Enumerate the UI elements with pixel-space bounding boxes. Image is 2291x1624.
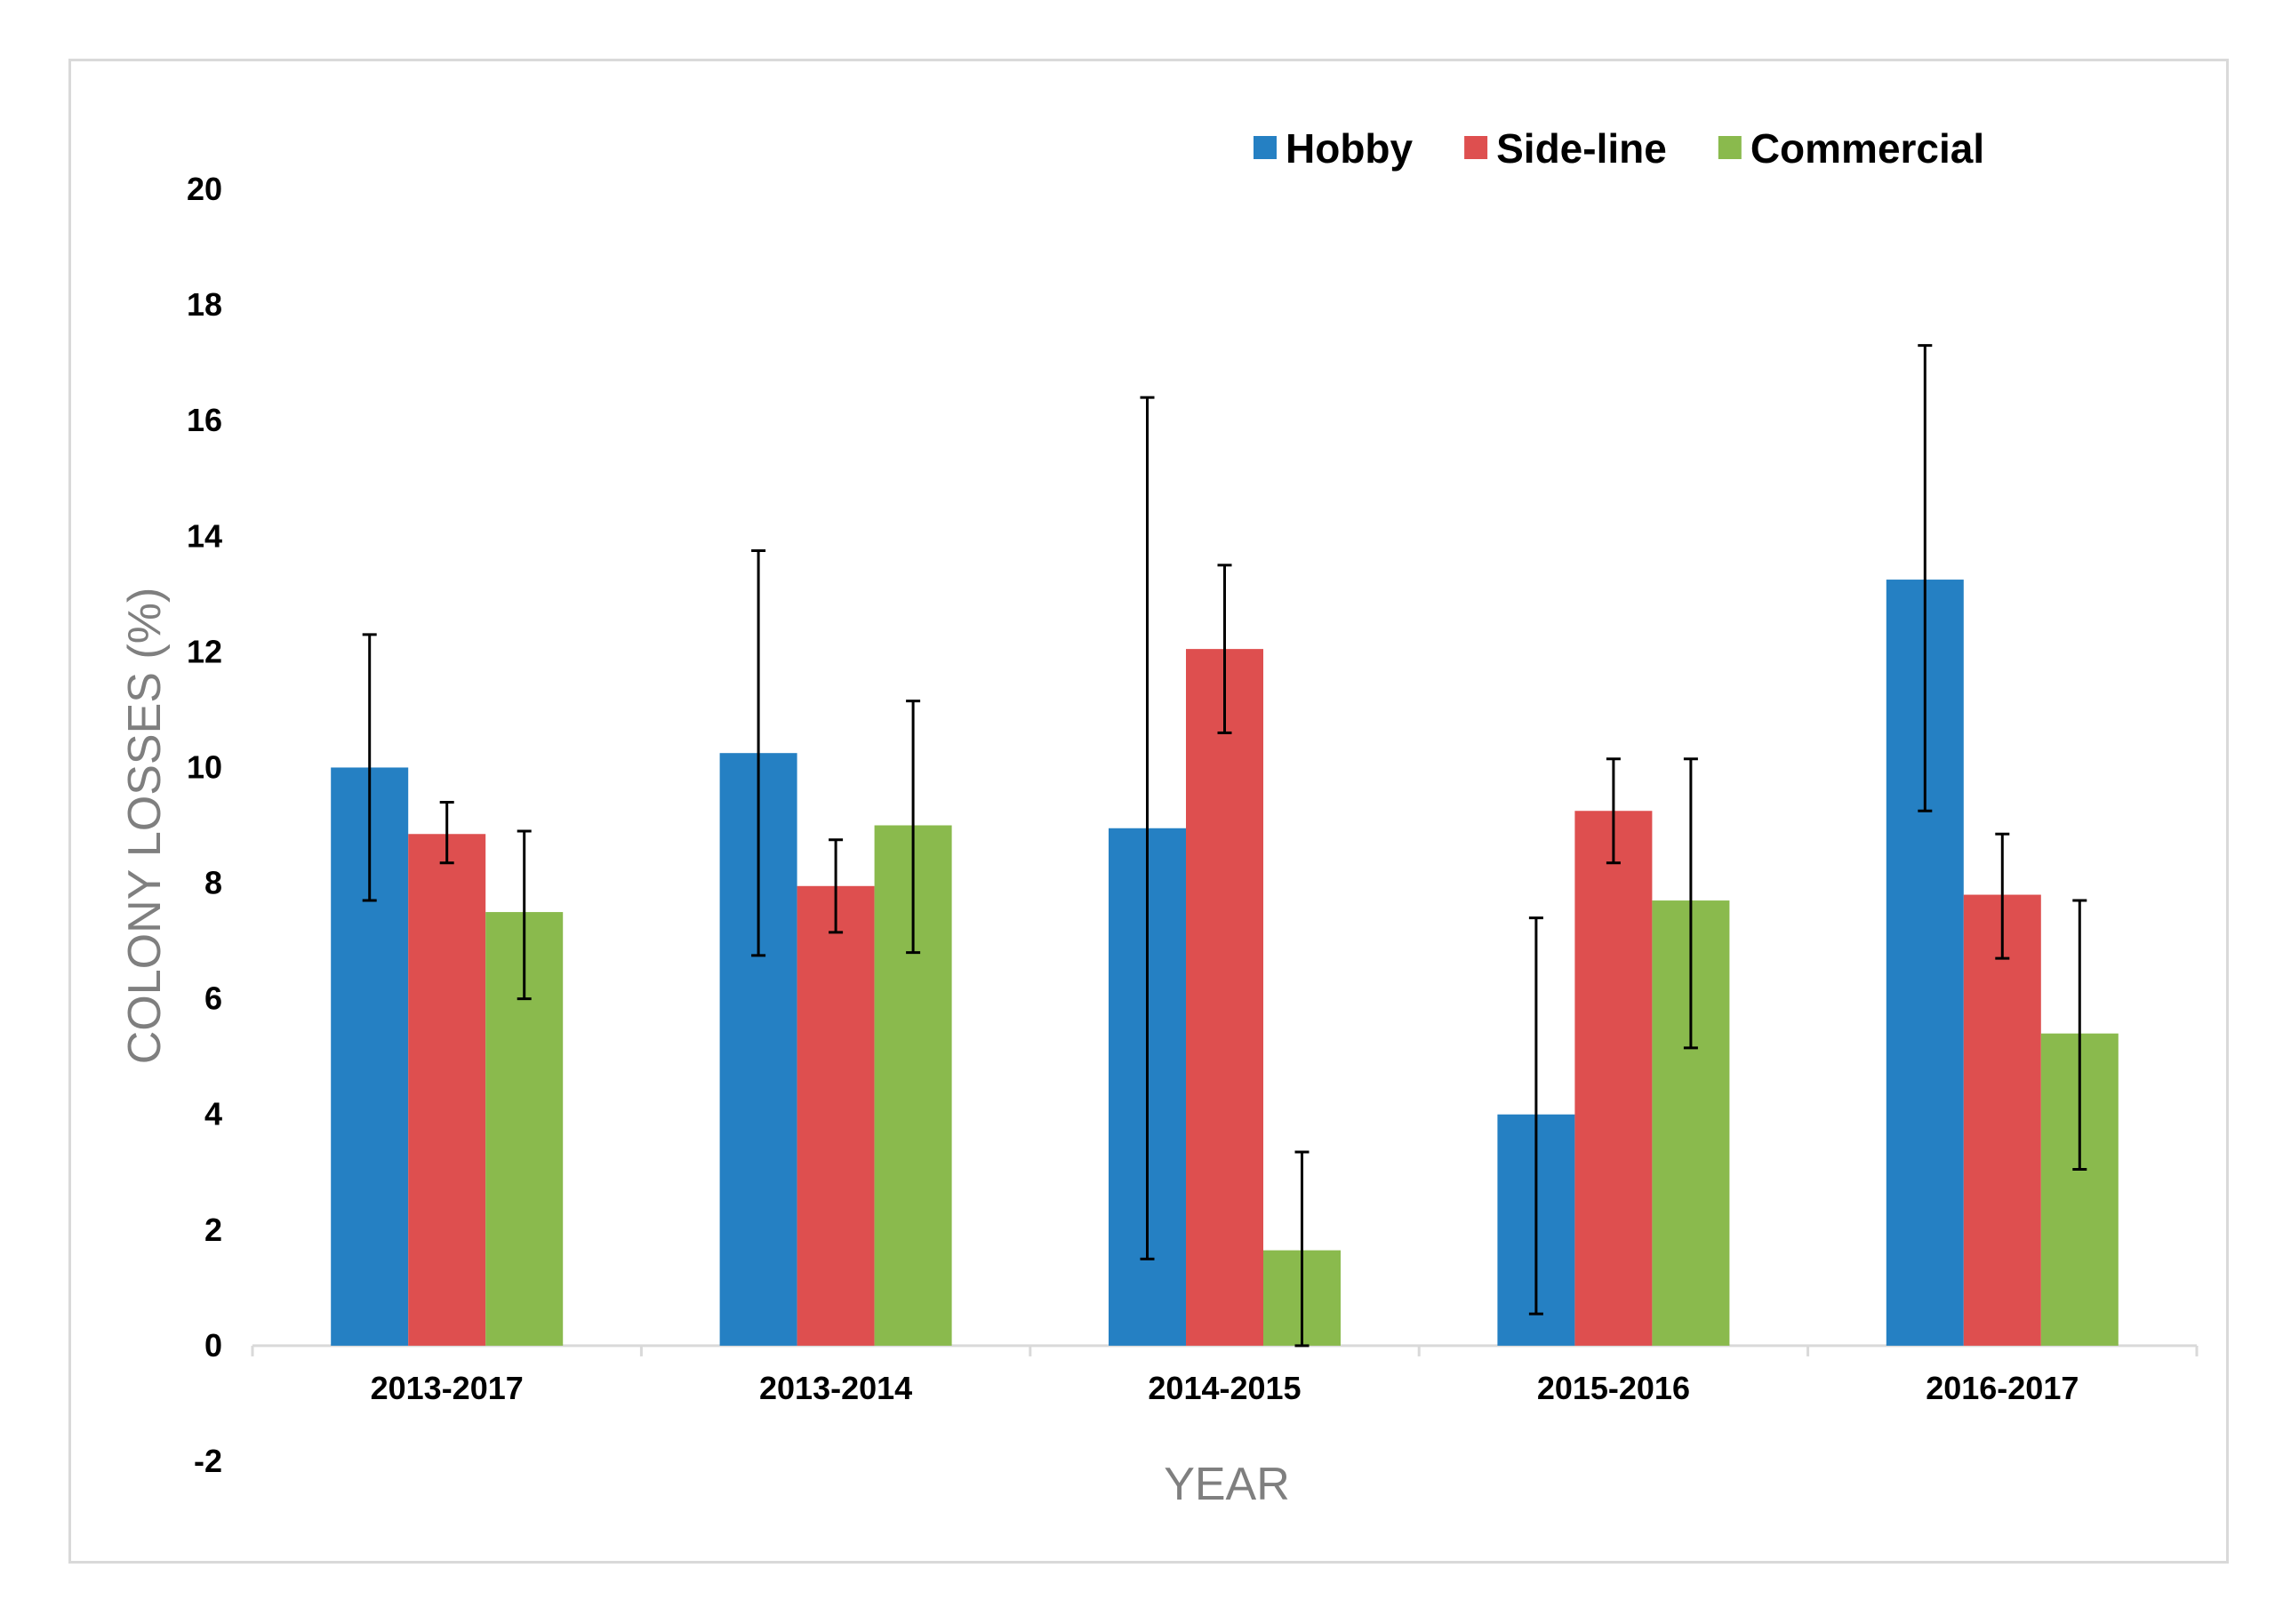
y-tick-label: 20: [187, 171, 222, 207]
bar-side-line-2013-2017: [408, 834, 486, 1346]
y-tick-label: 14: [187, 517, 222, 554]
legend-label-commercial: Commercial: [1750, 125, 1984, 172]
bar-side-line-2013-2014: [797, 885, 875, 1346]
legend-swatch-hobby: [1254, 136, 1277, 159]
y-tick-label: 16: [187, 402, 222, 438]
bar-side-line-2015-2016: [1574, 811, 1653, 1346]
x-tick-label: 2013-2017: [371, 1370, 524, 1406]
bar-side-line-2014-2015: [1186, 649, 1263, 1346]
legend: Hobby Side-line Commercial: [1254, 125, 1984, 172]
x-tick-label: 2013-2014: [759, 1370, 912, 1406]
error-bars: [362, 344, 2087, 1348]
y-tick-label: 8: [204, 865, 222, 901]
y-tick-label: 4: [204, 1096, 222, 1132]
legend-label-hobby: Hobby: [1286, 125, 1414, 172]
y-axis-ticks: -2 0 2 4 6 8 10 12 14 16 18 20: [187, 171, 222, 1479]
x-tick-label: 2016-2017: [1926, 1370, 2079, 1406]
y-tick-label: 2: [204, 1212, 222, 1248]
x-tick-label: 2015-2016: [1537, 1370, 1690, 1406]
x-axis-title: YEAR: [1164, 1459, 1290, 1510]
x-tick-label: 2014-2015: [1148, 1370, 1301, 1406]
y-tick-label: -2: [194, 1443, 222, 1479]
y-tick-label: 18: [187, 286, 222, 323]
x-axis: [251, 1344, 2199, 1356]
y-tick-label: 10: [187, 748, 222, 785]
chart-frame: -2 0 2 4 6 8 10 12 14 16 18 20 2013-2017 2013-2014 20…: [68, 59, 2229, 1564]
y-tick-label: 12: [187, 633, 222, 669]
legend-swatch-side-line: [1464, 136, 1488, 159]
bar-side-line-2016-2017: [1963, 894, 2041, 1346]
legend-swatch-commercial: [1718, 136, 1742, 159]
bars: [331, 580, 2119, 1346]
y-tick-label: 6: [204, 980, 222, 1017]
x-axis-ticks: 2013-2017 2013-2014 2014-2015 2015-2016 2016…: [371, 1370, 2079, 1406]
y-tick-label: 0: [204, 1327, 222, 1364]
legend-label-side-line: Side-line: [1496, 125, 1667, 172]
y-axis-title: COLONY LOSSES (%): [119, 588, 171, 1065]
